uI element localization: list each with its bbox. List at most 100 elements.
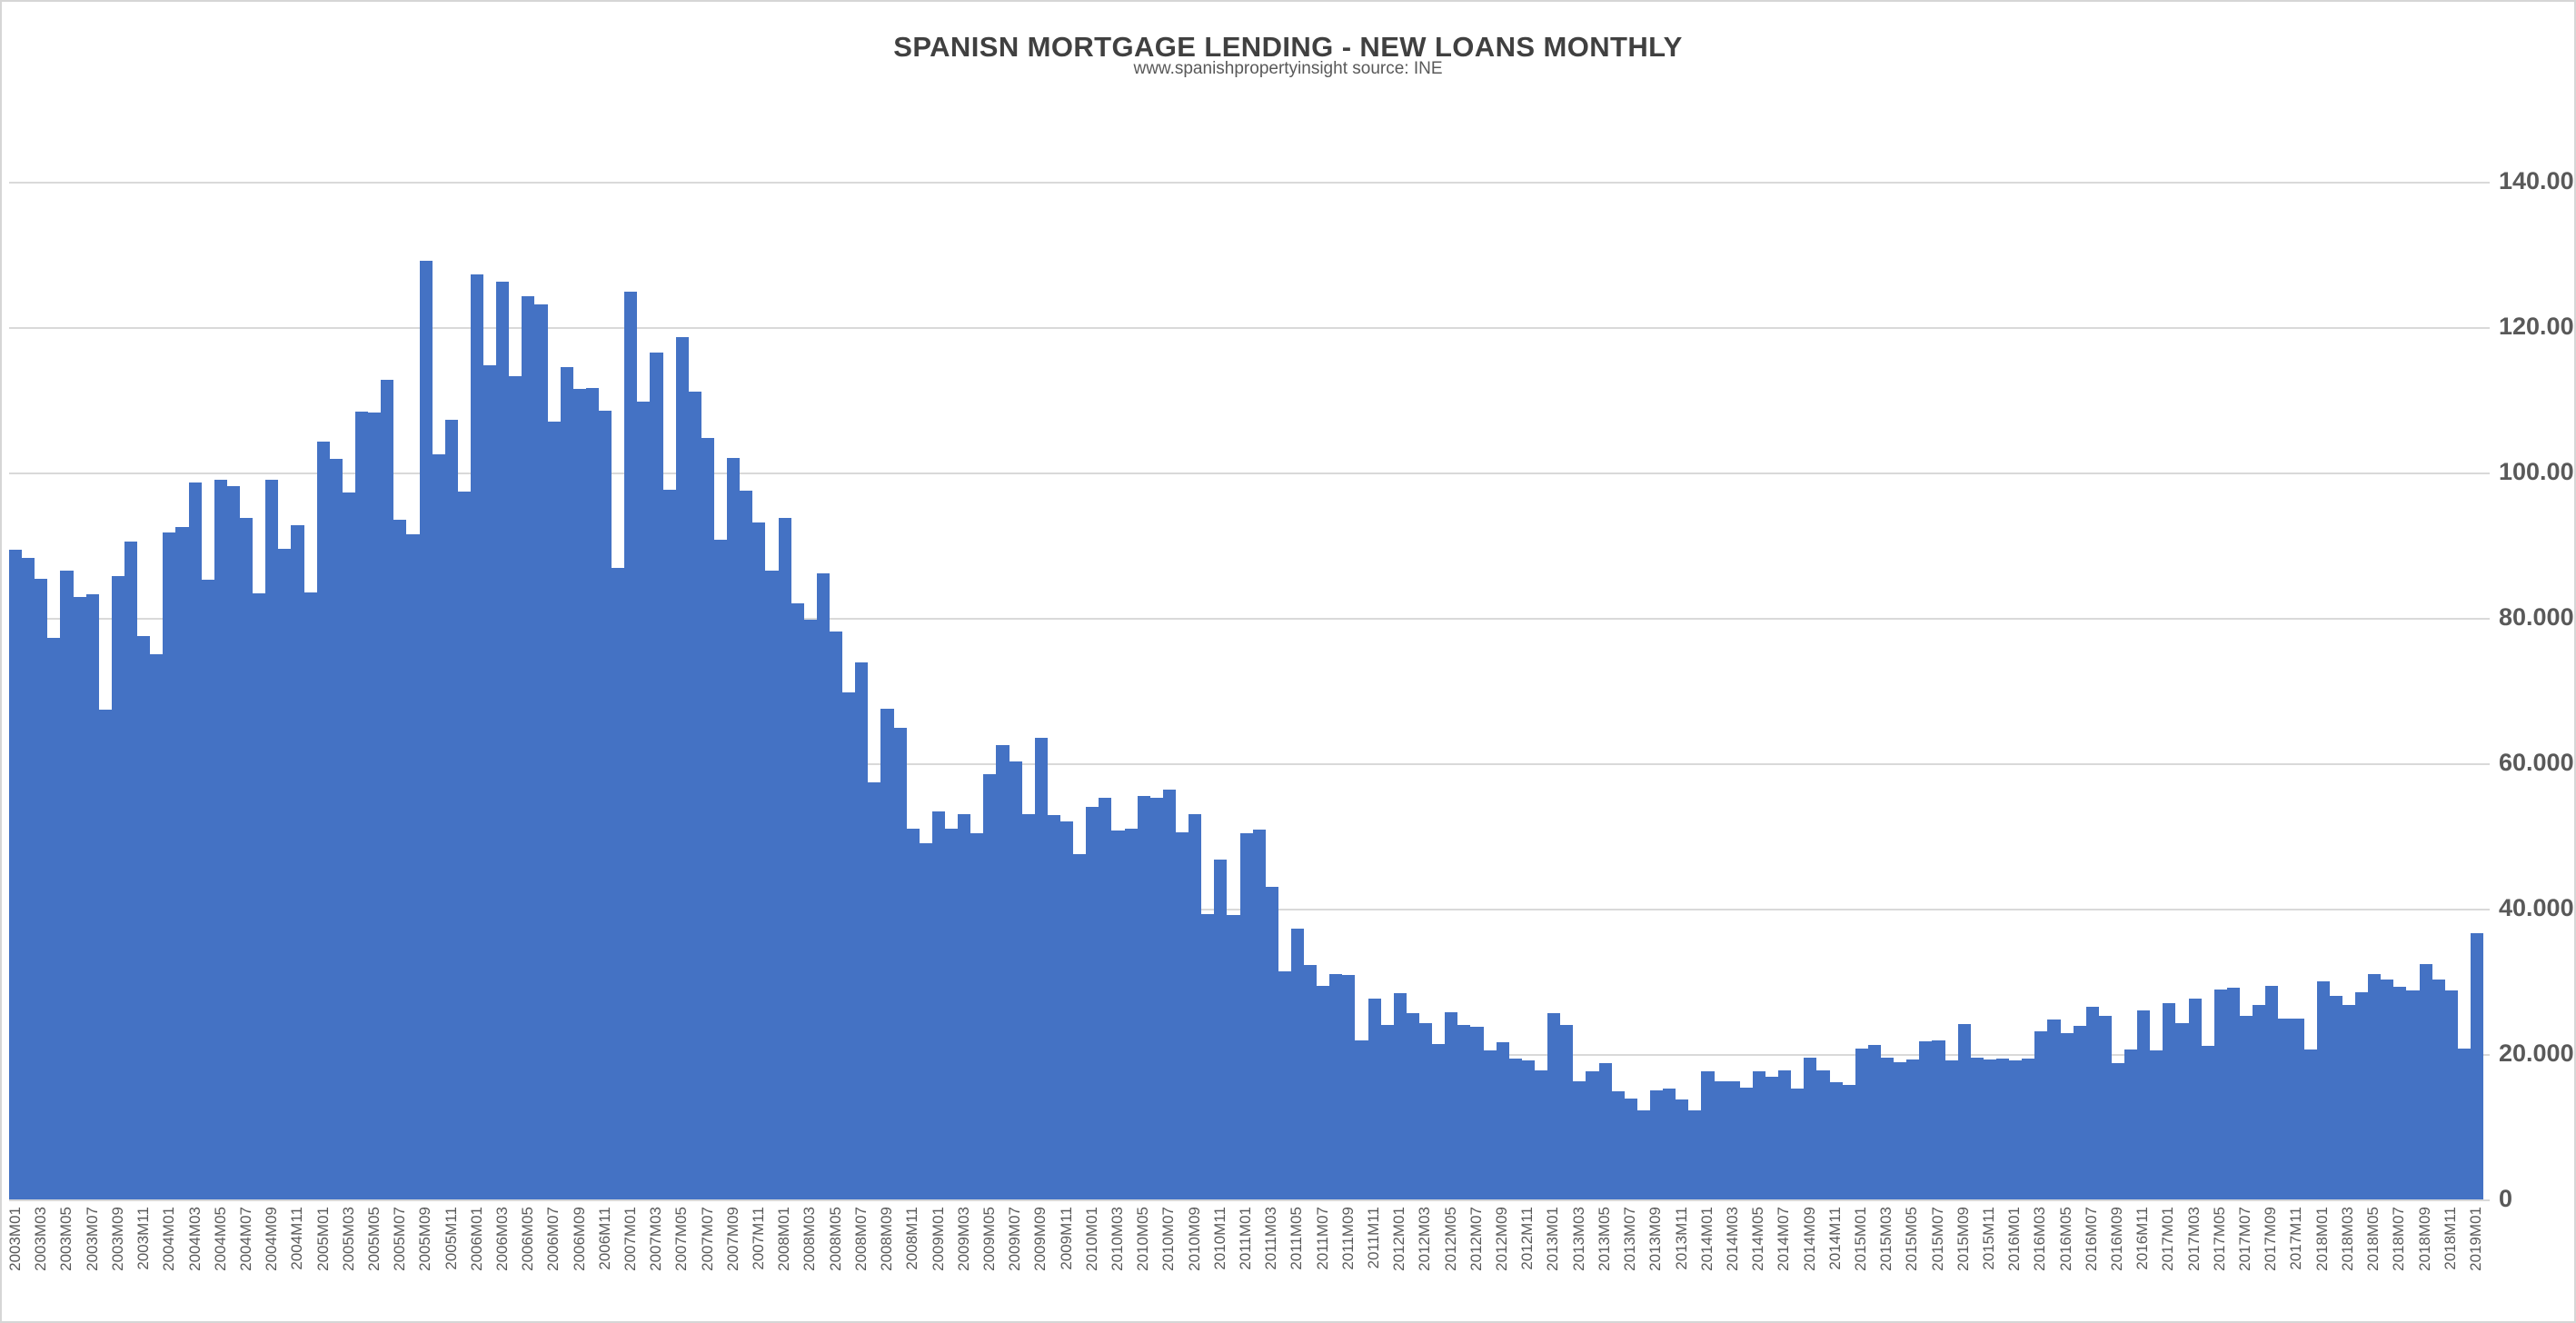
- x-tick-label-2007M03: 2007M03: [647, 1207, 665, 1271]
- x-tick-label-2013M09: 2013M09: [1646, 1207, 1665, 1271]
- bar-2014M12: [1842, 1084, 1855, 1199]
- bar-2003M04: [47, 638, 61, 1199]
- bar-2004M06: [226, 486, 240, 1199]
- bar-2013M08: [1636, 1110, 1650, 1199]
- x-tick-label-2005M07: 2005M07: [391, 1207, 409, 1271]
- bar-2007M10: [740, 491, 753, 1199]
- bar-2003M03: [35, 578, 48, 1199]
- bar-2018M11: [2444, 990, 2458, 1199]
- bar-2004M10: [278, 549, 292, 1199]
- x-tick-label-2016M05: 2016M05: [2056, 1207, 2074, 1271]
- x-tick-label-2009M01: 2009M01: [929, 1207, 947, 1271]
- bar-2009M02: [944, 829, 959, 1199]
- x-tick-label-2014M11: 2014M11: [1825, 1207, 1844, 1270]
- bar-2010M12: [1227, 915, 1240, 1199]
- bar-2017M04: [2201, 1046, 2214, 1199]
- bar-2011M04: [1278, 970, 1291, 1199]
- y-tick-label-0: 0: [2499, 1185, 2513, 1212]
- bar-2009M11: [1059, 821, 1074, 1199]
- bar-2009M04: [970, 832, 984, 1199]
- x-tick-label-2006M09: 2006M09: [570, 1207, 588, 1271]
- bar-2013M10: [1663, 1088, 1676, 1199]
- bar-2007M11: [752, 522, 766, 1199]
- bar-2017M07: [2240, 1015, 2253, 1199]
- bar-2017M01: [2163, 1003, 2176, 1199]
- bar-2018M04: [2355, 992, 2369, 1199]
- bar-2015M09: [1957, 1024, 1971, 1199]
- x-tick-label-2015M09: 2015M09: [1954, 1207, 1972, 1271]
- bar-2014M02: [1714, 1080, 1727, 1199]
- bar-2015M04: [1894, 1061, 1907, 1199]
- x-tick-label-2018M03: 2018M03: [2338, 1207, 2356, 1271]
- x-tick-label-2010M07: 2010M07: [1159, 1207, 1178, 1271]
- bar-2008M06: [842, 692, 856, 1199]
- bar-2014M03: [1726, 1081, 1740, 1199]
- bar-2003M08: [98, 709, 112, 1199]
- bar-2009M08: [1021, 814, 1035, 1199]
- x-tick-label-2009M07: 2009M07: [1006, 1207, 1024, 1271]
- bar-2016M06: [2073, 1025, 2086, 1199]
- bar-2003M12: [150, 654, 164, 1199]
- bar-2009M09: [1034, 738, 1048, 1199]
- bar-2011M05: [1290, 928, 1305, 1199]
- bar-2016M01: [2009, 1060, 2023, 1199]
- bar-2007M06: [688, 392, 701, 1199]
- bar-2005M01: [316, 442, 330, 1199]
- bar-2006M07: [547, 422, 561, 1199]
- x-tick-label-2006M11: 2006M11: [595, 1207, 613, 1270]
- x-tick-label-2011M01: 2011M01: [1237, 1207, 1254, 1270]
- bar-2010M02: [1099, 798, 1112, 1199]
- y-tick-label-80.000: 80.000: [2499, 603, 2574, 631]
- x-tick-label-2013M05: 2013M05: [1595, 1207, 1613, 1271]
- x-tick-label-2004M09: 2004M09: [263, 1207, 281, 1271]
- bar-2003M02: [22, 558, 35, 1199]
- x-tick-label-2019M01: 2019M01: [2466, 1207, 2484, 1271]
- bar-2014M01: [1701, 1071, 1715, 1199]
- x-tick-label-2011M11: 2011M11: [1365, 1207, 1383, 1269]
- bar-2014M04: [1739, 1087, 1753, 1199]
- bar-2018M06: [2381, 980, 2394, 1199]
- bar-2018M10: [2432, 980, 2445, 1199]
- bar-2016M04: [2047, 1020, 2061, 1199]
- x-tick-label-2011M05: 2011M05: [1288, 1207, 1306, 1270]
- bar-2010M11: [1214, 860, 1228, 1199]
- bar-2003M07: [85, 594, 99, 1199]
- x-tick-label-2005M03: 2005M03: [339, 1207, 357, 1271]
- bar-2014M08: [1791, 1089, 1805, 1199]
- bar-2006M05: [522, 296, 535, 1199]
- x-tick-label-2018M07: 2018M07: [2390, 1207, 2408, 1271]
- bar-2013M04: [1586, 1071, 1599, 1199]
- bar-2017M05: [2213, 989, 2227, 1199]
- bar-2009M05: [983, 774, 997, 1199]
- y-tick-label-100.000: 100.000: [2499, 458, 2574, 485]
- bar-2013M01: [1547, 1013, 1561, 1199]
- bar-2014M05: [1752, 1071, 1765, 1199]
- x-tick-label-2012M01: 2012M01: [1390, 1207, 1408, 1271]
- bar-2005M08: [406, 534, 420, 1199]
- x-tick-label-2004M03: 2004M03: [185, 1207, 204, 1271]
- bar-2005M02: [329, 458, 343, 1199]
- bar-2015M10: [1970, 1058, 1984, 1199]
- bar-2018M07: [2393, 986, 2407, 1199]
- bar-2012M09: [1496, 1042, 1509, 1199]
- bar-2012M12: [1535, 1070, 1548, 1199]
- x-tick-label-2008M05: 2008M05: [826, 1207, 844, 1271]
- bar-2009M07: [1009, 761, 1022, 1199]
- bar-2008M10: [893, 727, 907, 1199]
- x-tick-label-2003M03: 2003M03: [32, 1207, 50, 1271]
- bar-2006M08: [560, 367, 573, 1199]
- bar-2009M03: [958, 814, 971, 1199]
- x-tick-label-2006M05: 2006M05: [519, 1207, 537, 1271]
- x-tick-label-2008M09: 2008M09: [878, 1207, 896, 1271]
- bar-2017M10: [2278, 1018, 2292, 1199]
- bar-2009M01: [931, 811, 945, 1199]
- bar-2017M11: [2291, 1018, 2304, 1199]
- bar-2007M04: [662, 490, 676, 1199]
- bar-2008M04: [816, 573, 830, 1199]
- x-tick-label-2012M09: 2012M09: [1493, 1207, 1511, 1271]
- bar-2008M03: [803, 620, 817, 1199]
- bar-2006M03: [496, 282, 510, 1199]
- x-tick-label-2016M03: 2016M03: [2031, 1207, 2049, 1271]
- x-tick-label-2004M01: 2004M01: [160, 1207, 178, 1271]
